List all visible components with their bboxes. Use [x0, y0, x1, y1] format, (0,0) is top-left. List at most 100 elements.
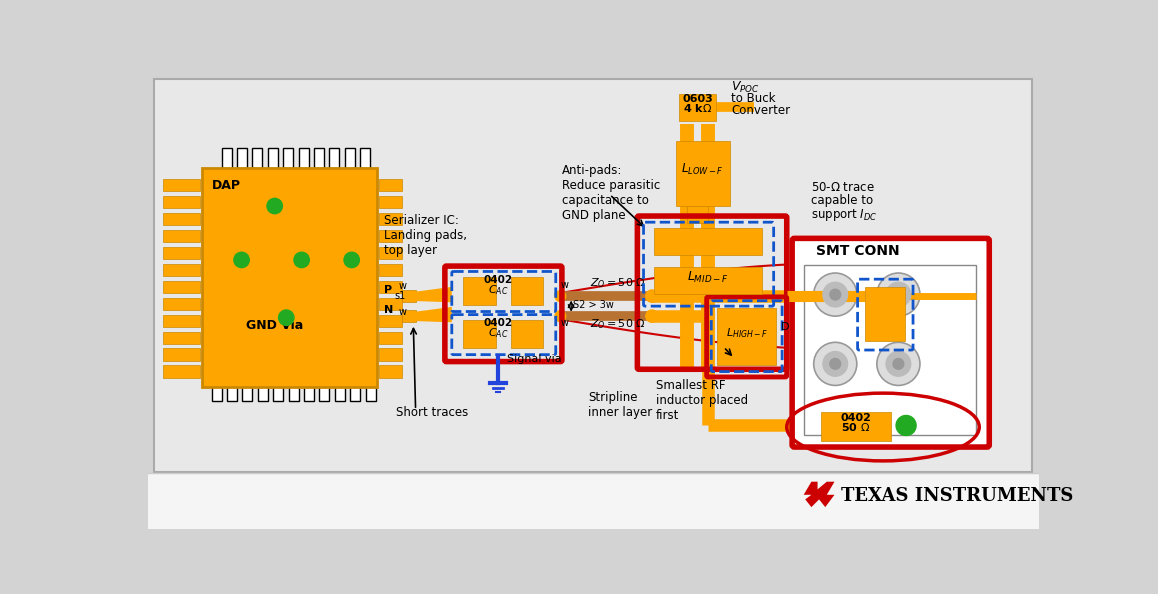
Text: Anti-pads:
Reduce parasitic
capacitance to
GND plane: Anti-pads: Reduce parasitic capacitance … [562, 164, 660, 222]
Bar [237, 148, 247, 168]
Bar [163, 349, 200, 361]
Bar [221, 148, 232, 168]
Text: w: w [560, 280, 569, 290]
Bar [258, 381, 267, 401]
Bar [163, 264, 200, 276]
Bar [303, 381, 314, 401]
Text: Smallest RF
inductor placed
first: Smallest RF inductor placed first [655, 380, 748, 422]
Bar [679, 94, 716, 121]
Bar [163, 179, 200, 191]
Text: w: w [560, 318, 569, 328]
Bar [163, 315, 200, 327]
Circle shape [344, 252, 359, 268]
Bar [379, 247, 402, 259]
Text: Serializer IC:
Landing pads,
top layer: Serializer IC: Landing pads, top layer [384, 214, 467, 257]
Circle shape [830, 359, 841, 369]
Bar [314, 148, 324, 168]
Bar [335, 381, 345, 401]
Circle shape [294, 252, 309, 268]
Bar [273, 381, 284, 401]
FancyBboxPatch shape [792, 238, 989, 447]
Bar [654, 228, 762, 255]
Text: capable to: capable to [812, 194, 873, 207]
Text: $V_{POC}$: $V_{POC}$ [732, 80, 760, 94]
Text: 0402: 0402 [483, 318, 513, 328]
Text: Converter: Converter [732, 103, 791, 116]
Text: DAP: DAP [212, 179, 241, 192]
Circle shape [555, 311, 566, 321]
Text: 50-$\Omega$ trace: 50-$\Omega$ trace [812, 181, 875, 194]
Bar [718, 308, 776, 365]
Bar [379, 298, 402, 310]
Text: GND Via: GND Via [247, 319, 303, 332]
Text: P: P [384, 285, 393, 295]
Text: support $I_{DC}$: support $I_{DC}$ [812, 207, 878, 223]
Polygon shape [405, 307, 452, 323]
Circle shape [646, 310, 658, 323]
Bar [379, 179, 402, 191]
Text: $L_{HIGH-F}$: $L_{HIGH-F}$ [726, 326, 768, 340]
Circle shape [823, 352, 848, 376]
Bar [148, 473, 1040, 529]
Circle shape [823, 282, 848, 307]
Text: $C_{AC}$: $C_{AC}$ [488, 283, 508, 297]
Bar [360, 148, 371, 168]
Bar [379, 281, 402, 293]
Text: 50 $\Omega$: 50 $\Omega$ [842, 421, 871, 433]
Bar [654, 267, 762, 294]
Bar [379, 196, 402, 208]
Bar [163, 196, 200, 208]
Bar [288, 381, 299, 401]
Bar [379, 315, 402, 327]
Text: S2 > 3w: S2 > 3w [573, 299, 615, 309]
Circle shape [886, 352, 910, 376]
Bar [463, 277, 496, 305]
Text: Short traces: Short traces [396, 406, 468, 419]
Text: N: N [384, 305, 394, 315]
Bar [676, 141, 730, 206]
Text: s1: s1 [395, 291, 406, 301]
Bar [329, 148, 339, 168]
Bar [163, 247, 200, 259]
Bar [163, 230, 200, 242]
Text: SMT CONN: SMT CONN [816, 244, 900, 258]
Text: D: D [780, 322, 789, 332]
Bar [366, 381, 375, 401]
Text: 4 k$\Omega$: 4 k$\Omega$ [683, 102, 712, 114]
Circle shape [896, 415, 916, 435]
Text: w: w [398, 307, 406, 317]
Bar [463, 320, 496, 347]
Bar [284, 148, 293, 168]
Text: w: w [398, 281, 406, 291]
Bar [252, 148, 263, 168]
Bar [402, 310, 416, 323]
Text: $L_{LOW-F}$: $L_{LOW-F}$ [681, 162, 724, 177]
Bar [163, 331, 200, 344]
Circle shape [893, 359, 903, 369]
Circle shape [830, 289, 841, 300]
Text: Stripline
inner layer: Stripline inner layer [588, 391, 652, 419]
Text: Signal via: Signal via [507, 353, 562, 364]
Text: $Z_O = 50\ \Omega$: $Z_O = 50\ \Omega$ [591, 276, 646, 290]
Bar [511, 320, 543, 347]
Text: $L_{MID-F}$: $L_{MID-F}$ [688, 270, 730, 285]
Circle shape [877, 273, 919, 316]
Circle shape [814, 273, 857, 316]
Bar [379, 349, 402, 361]
Bar [267, 148, 278, 168]
Circle shape [886, 282, 910, 307]
Bar [212, 381, 221, 401]
Text: 0402: 0402 [483, 275, 513, 285]
Text: to Buck: to Buck [732, 92, 776, 105]
Circle shape [555, 290, 566, 302]
Text: 0402: 0402 [841, 413, 872, 423]
Circle shape [267, 198, 283, 214]
Bar [163, 365, 200, 378]
Bar [865, 287, 906, 341]
Bar [402, 290, 416, 302]
Bar [201, 168, 378, 387]
Text: $C_{AC}$: $C_{AC}$ [488, 326, 508, 340]
Bar [379, 264, 402, 276]
Bar [379, 230, 402, 242]
Circle shape [893, 289, 903, 300]
